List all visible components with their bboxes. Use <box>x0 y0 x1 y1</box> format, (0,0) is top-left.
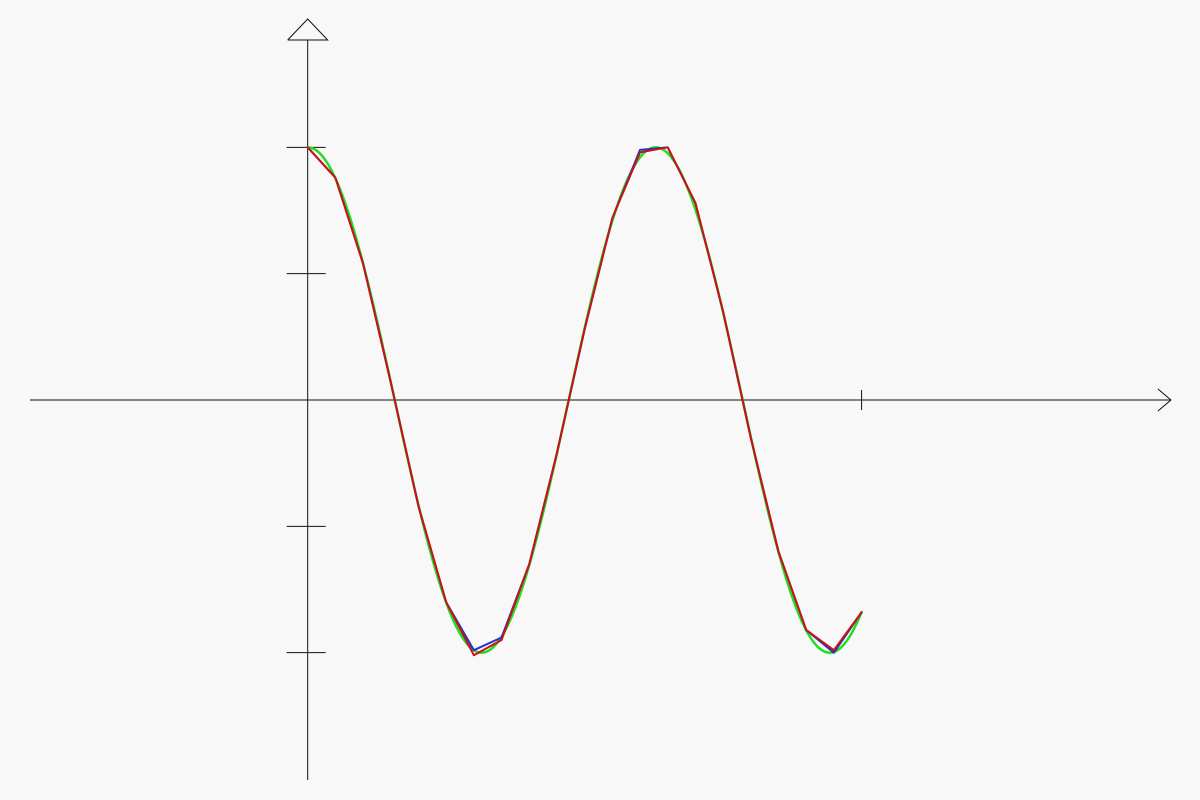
axis-ticks <box>286 146 863 654</box>
y-axis-arrowhead <box>287 18 329 41</box>
axes <box>30 18 1172 780</box>
polyline-series-2 <box>306 146 863 657</box>
plot-series <box>306 146 863 657</box>
x-axis-arrowhead <box>1157 388 1172 412</box>
